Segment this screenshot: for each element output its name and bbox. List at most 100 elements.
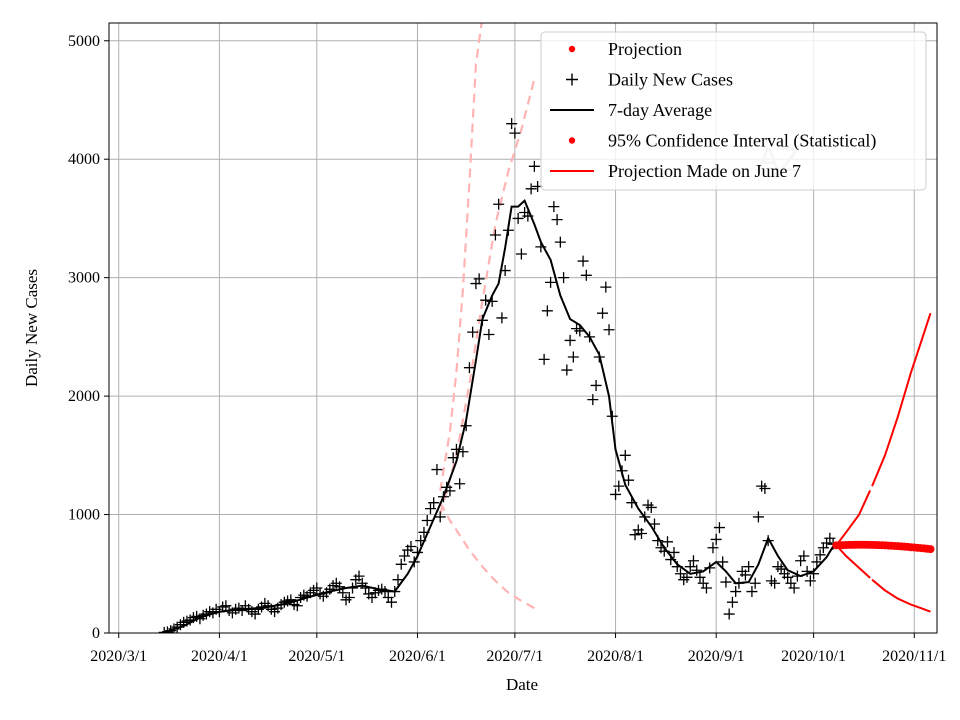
daily-cases-marker: [421, 514, 433, 526]
daily-cases-marker: [428, 497, 440, 509]
daily-cases-marker: [726, 596, 738, 608]
daily-cases-marker: [398, 550, 410, 562]
y-axis-title: Daily New Cases: [22, 269, 41, 387]
ci-lower-line: [871, 578, 931, 613]
daily-cases-marker: [717, 556, 729, 568]
daily-cases-marker: [610, 488, 622, 500]
legend-box: [540, 31, 927, 191]
daily-cases-marker: [600, 281, 612, 293]
x-axis-title: Date: [506, 675, 538, 694]
y-tick-label: 3000: [68, 270, 100, 287]
june7-projection-mid-line: [439, 78, 536, 515]
legend-label: Daily New Cases: [608, 70, 733, 90]
daily-cases-marker: [645, 501, 657, 513]
daily-cases-marker: [700, 582, 712, 594]
daily-cases-marker: [687, 555, 699, 567]
daily-cases-marker: [590, 379, 602, 391]
legend-label: 7-day Average: [608, 100, 712, 120]
axis-ticks: 2020/3/1 2020/4/1 2020/5/1 2020/6/1 2020/7/1…: [68, 33, 946, 665]
plot-frame: [108, 22, 938, 634]
daily-cases-marker: [798, 550, 810, 562]
daily-cases-marker: [434, 511, 446, 523]
legend-label: Projection: [608, 39, 682, 59]
y-tick-label: 1000: [68, 507, 100, 524]
x-tick-label: 2020/7/1: [486, 648, 543, 665]
daily-cases-marker: [551, 214, 563, 226]
daily-cases-marker: [759, 482, 771, 494]
daily-cases-marker: [824, 532, 836, 544]
daily-cases-marker: [580, 269, 592, 281]
daily-cases-marker: [493, 198, 505, 210]
ci-upper-line: [871, 312, 932, 487]
daily-cases-marker: [603, 324, 615, 336]
daily-cases-marker: [730, 586, 742, 598]
daily-cases-marker: [545, 276, 557, 288]
daily-cases-marker: [463, 362, 475, 374]
x-tick-label: 2020/3/1: [90, 648, 147, 665]
daily-cases-marker: [597, 307, 609, 319]
daily-cases-marker: [739, 569, 751, 581]
daily-cases-marker: [749, 577, 761, 589]
daily-cases-marker: [713, 522, 725, 534]
daily-cases-marker: [788, 582, 800, 594]
y-tick-label: 4000: [68, 151, 100, 168]
daily-cases-marker: [587, 394, 599, 406]
daily-cases-marker: [525, 183, 537, 195]
legend-label: Projection Made on June 7: [608, 161, 801, 181]
daily-cases-marker: [392, 574, 404, 586]
daily-cases-marker: [541, 305, 553, 317]
daily-cases-marker: [454, 478, 466, 490]
legend-dot-marker: [568, 137, 576, 144]
daily-cases-marker: [424, 503, 436, 515]
projection-june7-layer: [439, 23, 536, 610]
daily-cases-marker: [681, 571, 693, 583]
daily-cases-marker: [710, 533, 722, 545]
daily-cases-marker: [512, 212, 524, 224]
daily-cases-marker: [613, 480, 625, 492]
daily-cases-marker: [814, 549, 826, 561]
daily-cases-marker: [707, 542, 719, 554]
daily-cases-marker: [483, 329, 495, 341]
daily-cases-marker: [661, 536, 673, 548]
daily-cases-marker: [405, 541, 417, 553]
daily-cases-marker: [769, 577, 781, 589]
legend: Projection Daily New Cases 7-day Average 95…: [540, 31, 927, 191]
daily-cases-marker: [291, 600, 303, 612]
x-tick-label: 2020/9/1: [688, 648, 745, 665]
x-tick-label: 2020/6/1: [389, 648, 446, 665]
daily-cases-marker: [334, 581, 346, 593]
data-layer: [158, 118, 935, 633]
daily-cases-marker: [567, 351, 579, 363]
daily-cases-marker: [684, 561, 696, 573]
daily-cases-marker: [467, 326, 479, 338]
june7-projection-lower-line: [439, 502, 535, 610]
june7-projection-upper-line: [439, 23, 483, 492]
legend-dot-marker: [568, 45, 576, 53]
daily-cases-marker: [752, 511, 764, 523]
daily-cases-marker: [804, 575, 816, 587]
daily-cases-marker: [636, 528, 648, 540]
daily-cases-marker: [619, 449, 631, 461]
x-tick-label: 2020/8/1: [587, 648, 644, 665]
daily-cases-marker: [506, 118, 518, 130]
daily-cases-marker: [668, 546, 680, 558]
y-tick-label: 2000: [68, 388, 100, 405]
y-tick-label: 5000: [68, 33, 100, 50]
x-tick-label: 2020/10/1: [781, 648, 846, 665]
daily-cases-marker: [564, 334, 576, 346]
daily-cases-marker: [811, 556, 823, 568]
daily-cases-marker: [558, 272, 570, 284]
daily-cases-marker: [509, 127, 521, 139]
daily-cases-marker: [395, 558, 407, 570]
daily-cases-marker: [561, 364, 573, 376]
daily-cases-marker: [528, 160, 540, 172]
legend-entry: Projection: [568, 39, 682, 59]
legend-label: 95% Confidence Interval (Statistical): [608, 131, 876, 152]
x-tick-label: 2020/5/1: [288, 648, 345, 665]
daily-cases-marker: [515, 248, 527, 260]
daily-cases-marker: [496, 312, 508, 324]
daily-cases-marker: [782, 571, 794, 583]
daily-cases-marker: [311, 582, 323, 594]
legend-entry: 95% Confidence Interval (Statistical): [568, 131, 876, 152]
daily-cases-marker: [746, 586, 758, 598]
